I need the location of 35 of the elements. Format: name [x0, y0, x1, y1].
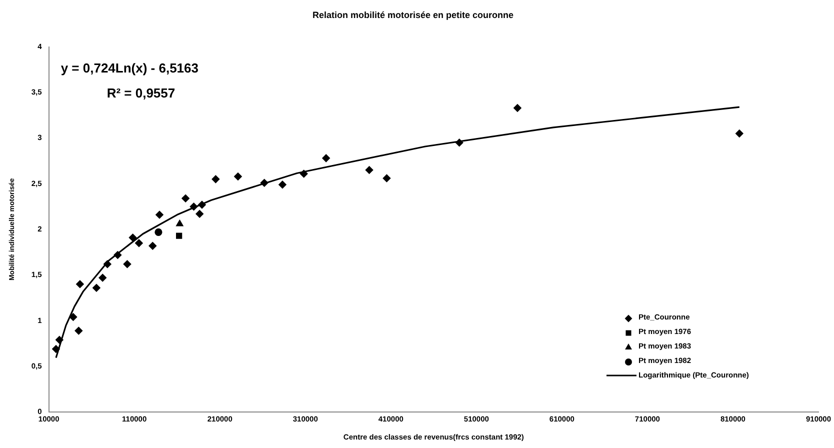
- annotation: R² = 0,9557: [106, 85, 176, 100]
- point: [234, 172, 242, 180]
- point: [135, 239, 143, 247]
- point: [148, 242, 156, 250]
- point: [456, 138, 464, 146]
- point: [736, 130, 744, 138]
- point: [69, 313, 77, 321]
- point: [176, 232, 182, 239]
- point: [365, 166, 374, 174]
- point: [56, 336, 64, 344]
- point: [74, 326, 82, 335]
- point: [92, 284, 100, 292]
- point: [514, 104, 522, 112]
- point: [52, 345, 60, 353]
- chart-title: Relation mobilité motorisée en petite couronne: [312, 10, 514, 20]
- point: [322, 154, 330, 162]
- point: [123, 260, 132, 268]
- point: [278, 180, 286, 188]
- point: [382, 174, 391, 182]
- point: [98, 274, 106, 282]
- point: [190, 202, 198, 210]
- point: [156, 210, 164, 219]
- point: [300, 170, 308, 178]
- point: [198, 200, 206, 209]
- point: [182, 194, 190, 202]
- point: [176, 220, 184, 226]
- point: [129, 234, 137, 242]
- point: [212, 175, 220, 183]
- point: [76, 280, 84, 288]
- point: [154, 228, 162, 236]
- point: [114, 251, 122, 259]
- point: [260, 179, 268, 187]
- point: [196, 210, 204, 218]
- annotation: y = 0,724Ln(x) - 6,5163: [60, 60, 198, 76]
- point: [104, 260, 112, 268]
